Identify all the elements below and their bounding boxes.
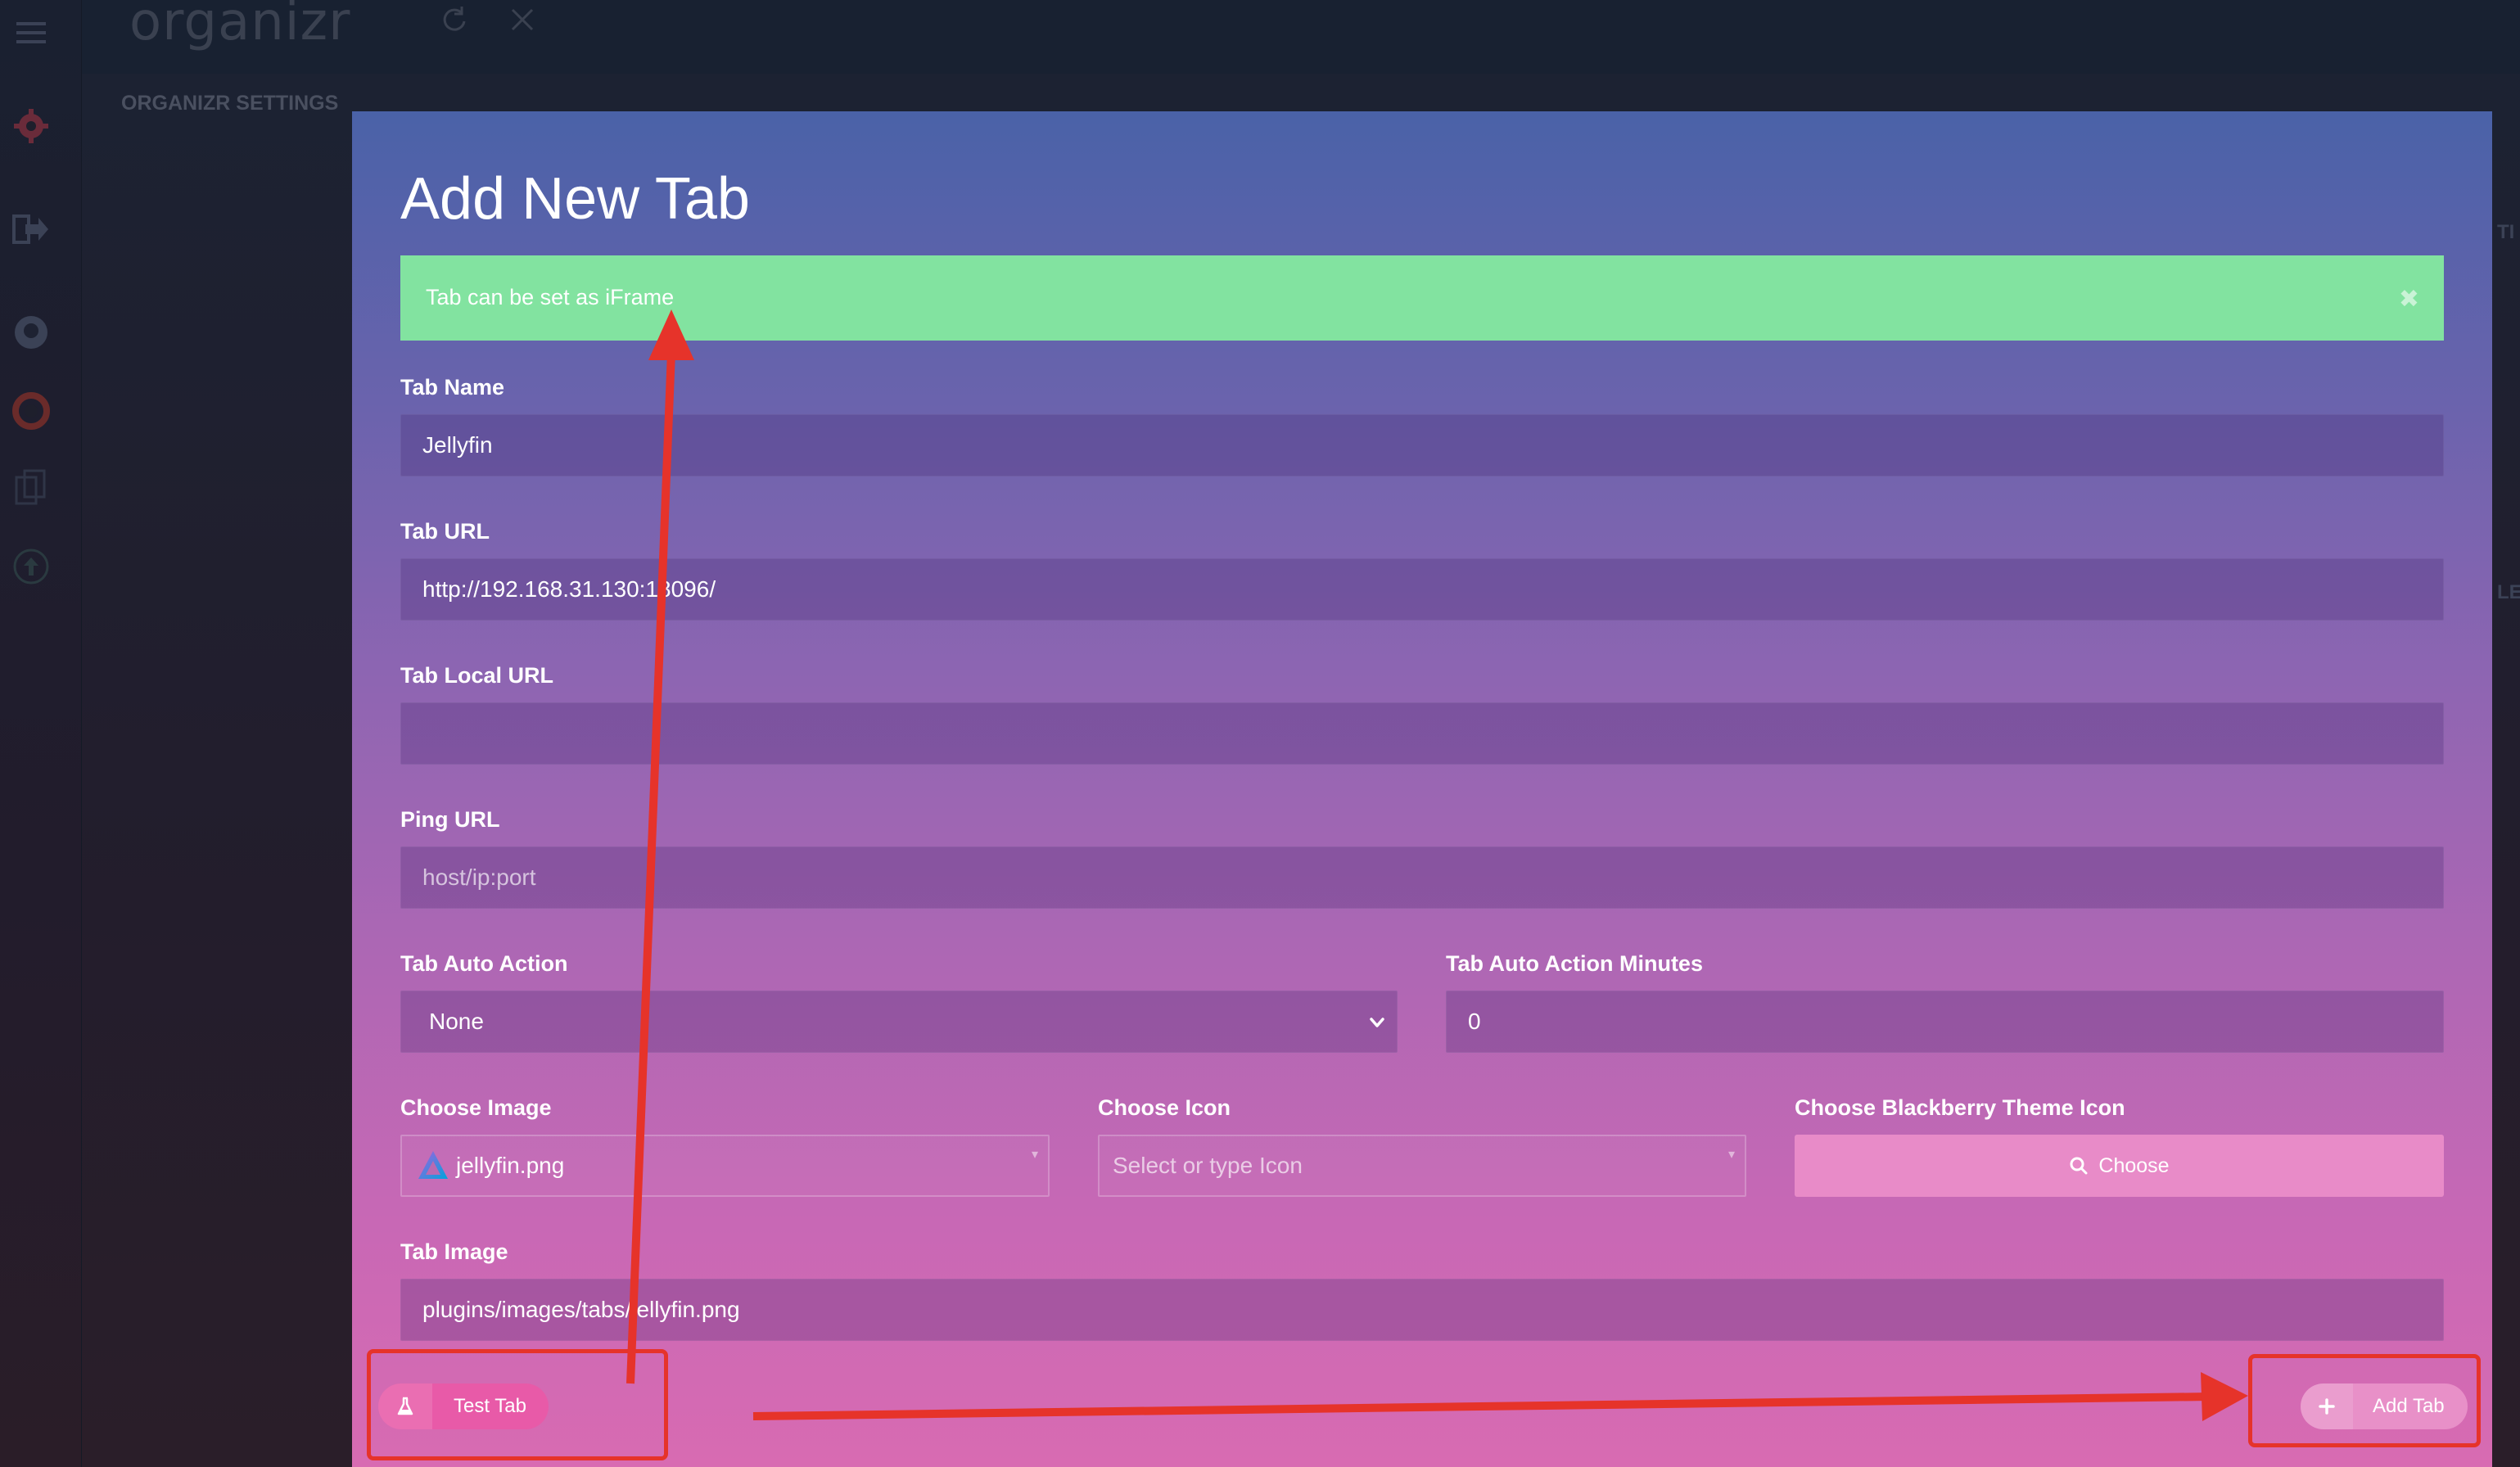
ping-url-input[interactable]: host/ip:port	[400, 846, 2444, 909]
modal-title: Add New Tab	[400, 166, 750, 232]
search-icon	[2070, 1157, 2088, 1175]
choose-image-value: jellyfin.png	[456, 1153, 565, 1178]
tab-image-input[interactable]: plugins/images/tabs/jellyfin.png	[400, 1279, 2444, 1341]
tab-image-label: Tab Image	[400, 1239, 508, 1264]
select-arrow-icon: ▾	[1031, 1148, 1038, 1162]
test-tab-label: Test Tab	[454, 1395, 526, 1417]
refresh-icon[interactable]	[437, 3, 470, 36]
tab-url-label: Tab URL	[400, 519, 490, 544]
annotation-box-test-tab	[367, 1349, 668, 1460]
choose-icon-label: Choose Icon	[1098, 1095, 1231, 1120]
sidebar	[0, 0, 82, 1467]
add-tab-button[interactable]: Add Tab	[2301, 1383, 2468, 1429]
settings-title: ORGANIZR SETTINGS	[121, 92, 339, 115]
annotation-box-add-tab	[2248, 1354, 2481, 1447]
choose-blackberry-icon-button[interactable]: Choose	[1795, 1135, 2444, 1197]
logout-icon[interactable]	[11, 210, 51, 249]
close-icon[interactable]	[506, 3, 539, 36]
choose-icon-select[interactable]: Select or type Icon ▾	[1098, 1135, 1746, 1197]
tab-auto-action-value: None	[429, 1009, 484, 1034]
flask-icon	[378, 1383, 432, 1429]
tab-auto-action-minutes-label: Tab Auto Action Minutes	[1446, 951, 1703, 976]
gear-icon[interactable]	[11, 106, 51, 146]
choose-blackberry-icon-label: Choose Blackberry Theme Icon	[1795, 1095, 2125, 1120]
organizr-logo: organizr	[129, 0, 351, 52]
test-tab-button[interactable]: Test Tab	[378, 1383, 549, 1429]
ping-url-label: Ping URL	[400, 807, 500, 832]
tab-name-label: Tab Name	[400, 375, 505, 399]
tab-auto-action-minutes-input[interactable]: 0	[1446, 991, 2444, 1053]
select-arrow-icon: ▾	[1727, 1148, 1735, 1162]
alert-close-icon[interactable]: ✖	[2398, 286, 2419, 313]
iframe-alert: Tab can be set as iFrame ✖	[400, 255, 2444, 341]
choose-image-select[interactable]: jellyfin.png ▾	[400, 1135, 1050, 1197]
tab-auto-action-select[interactable]: None	[400, 991, 1398, 1053]
background-fragment: LE	[2497, 581, 2520, 603]
menu-icon[interactable]	[11, 13, 51, 52]
chevron-down-icon	[1370, 1018, 1384, 1027]
add-new-tab-modal: Add New Tab Tab can be set as iFrame ✖ T…	[352, 111, 2492, 1467]
alert-text: Tab can be set as iFrame	[426, 285, 675, 309]
top-bar	[0, 0, 2520, 74]
tab-name-input[interactable]: Jellyfin	[400, 414, 2444, 476]
copy-icon[interactable]	[11, 468, 51, 508]
plus-icon	[2301, 1383, 2353, 1429]
github-icon[interactable]	[11, 313, 51, 352]
choose-icon-placeholder: Select or type Icon	[1113, 1153, 1303, 1178]
tab-auto-action-label: Tab Auto Action	[400, 951, 568, 976]
choose-image-label: Choose Image	[400, 1095, 552, 1120]
upload-icon[interactable]	[11, 547, 51, 586]
lifebuoy-icon[interactable]	[11, 391, 51, 431]
background-fragment: TI	[2497, 221, 2515, 243]
add-tab-label: Add Tab	[2373, 1395, 2445, 1417]
tab-local-url-label: Tab Local URL	[400, 663, 554, 688]
tab-url-input[interactable]: http://192.168.31.130:18096/	[400, 558, 2444, 621]
choose-button-label: Choose	[2098, 1153, 2170, 1177]
tab-local-url-input[interactable]	[400, 702, 2444, 765]
jellyfin-logo-icon	[418, 1151, 448, 1179]
